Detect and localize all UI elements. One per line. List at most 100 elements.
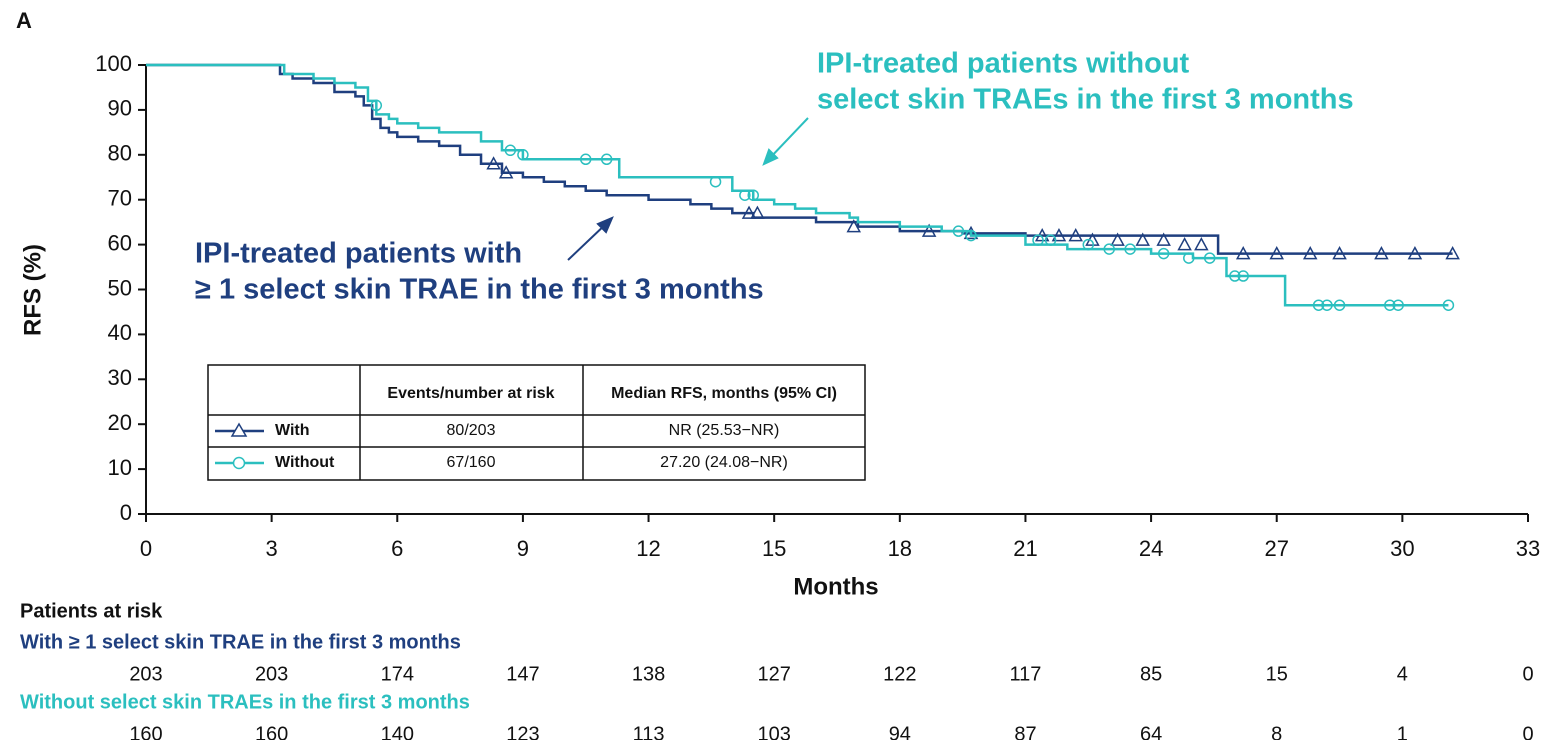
censor-mark bbox=[1237, 270, 1249, 282]
y-tick-label: 10 bbox=[108, 455, 132, 480]
risk-count: 4 bbox=[1397, 663, 1408, 685]
y-tick-label: 90 bbox=[108, 96, 132, 121]
censor-mark bbox=[709, 175, 722, 188]
x-tick-label: 33 bbox=[1516, 536, 1540, 561]
risk-count: 0 bbox=[1522, 723, 1533, 740]
censor-mark bbox=[1374, 246, 1389, 260]
legend-table bbox=[207, 364, 866, 481]
x-tick-label: 12 bbox=[636, 536, 660, 561]
censor-mark bbox=[846, 219, 862, 233]
censor-mark bbox=[1392, 299, 1404, 311]
censor-mark bbox=[1157, 247, 1170, 260]
risk-count: 140 bbox=[381, 723, 414, 740]
censor-mark bbox=[1032, 234, 1044, 246]
x-tick-label: 27 bbox=[1264, 536, 1288, 561]
censor-mark bbox=[517, 149, 529, 161]
table-events: 80/203 bbox=[447, 422, 496, 439]
x-tick-label: 0 bbox=[140, 536, 152, 561]
censor-mark bbox=[739, 189, 751, 201]
y-tick-label: 70 bbox=[108, 186, 132, 211]
censor-mark bbox=[747, 189, 759, 201]
censor-mark bbox=[486, 156, 501, 170]
risk-count: 203 bbox=[129, 663, 162, 685]
x-tick-label: 9 bbox=[517, 536, 529, 561]
censor-mark bbox=[965, 229, 977, 242]
risk-count: 123 bbox=[506, 723, 539, 740]
risk-count: 0 bbox=[1522, 663, 1533, 685]
censor-mark bbox=[1333, 299, 1346, 311]
censor-mark bbox=[1445, 246, 1460, 260]
censor-mark bbox=[1044, 234, 1057, 246]
x-axis-title: Months bbox=[793, 573, 878, 600]
km-curve bbox=[146, 63, 1453, 255]
y-tick-label: 80 bbox=[108, 141, 132, 166]
y-tick-label: 50 bbox=[108, 275, 132, 300]
censor-mark bbox=[1269, 246, 1284, 260]
risk-count: 113 bbox=[633, 723, 665, 740]
risk-count: 8 bbox=[1271, 723, 1282, 740]
risk-count: 174 bbox=[381, 663, 414, 685]
censor-mark bbox=[1082, 238, 1095, 251]
censor-mark bbox=[963, 225, 979, 240]
censor-mark bbox=[600, 153, 613, 166]
censor-mark bbox=[370, 99, 383, 112]
censor-mark bbox=[1302, 246, 1318, 260]
table-events: 67/160 bbox=[447, 454, 496, 471]
censor-mark bbox=[1332, 246, 1347, 260]
y-tick-label: 0 bbox=[120, 500, 132, 525]
censor-mark bbox=[952, 225, 965, 237]
censor-mark bbox=[1156, 232, 1171, 246]
x-tick-label: 3 bbox=[266, 536, 278, 561]
y-tick-label: 40 bbox=[108, 320, 132, 345]
censor-mark bbox=[1235, 246, 1251, 260]
censor-mark bbox=[921, 223, 937, 237]
censor-mark bbox=[1229, 270, 1241, 282]
legend-label: Without bbox=[275, 454, 335, 471]
censor-mark bbox=[750, 205, 765, 219]
risk-count: 147 bbox=[506, 663, 539, 685]
risk-label: Without select skin TRAEs in the first 3… bbox=[20, 691, 470, 713]
censor-mark bbox=[1194, 237, 1209, 251]
panel-label: A bbox=[16, 8, 32, 33]
x-tick-label: 18 bbox=[888, 536, 912, 561]
risk-count: 160 bbox=[255, 723, 288, 740]
arrow-without bbox=[567, 117, 809, 261]
censor-mark bbox=[579, 153, 592, 166]
x-tick-label: 24 bbox=[1139, 536, 1163, 561]
x-tick-label: 21 bbox=[1013, 536, 1037, 561]
y-tick-label: 100 bbox=[95, 51, 132, 76]
legend-marker bbox=[232, 456, 246, 470]
risk-title: Patients at risk bbox=[20, 600, 163, 622]
censor-mark bbox=[498, 165, 514, 179]
censor-mark bbox=[1103, 243, 1115, 255]
censor-mark bbox=[1068, 228, 1083, 242]
annotation: select skin TRAEs in the first 3 months bbox=[817, 84, 1354, 116]
censor-mark bbox=[1183, 252, 1195, 264]
risk-count: 127 bbox=[757, 663, 790, 685]
table-median: NR (25.53−NR) bbox=[669, 422, 780, 439]
risk-count: 94 bbox=[889, 723, 911, 740]
censor-mark bbox=[1384, 299, 1396, 311]
censor-mark bbox=[1177, 237, 1192, 251]
legend-marker bbox=[230, 422, 248, 437]
x-tick-label: 30 bbox=[1390, 536, 1414, 561]
censor-mark bbox=[1110, 232, 1125, 246]
censor-mark bbox=[741, 205, 757, 219]
x-tick-label: 6 bbox=[391, 536, 403, 561]
censor-mark bbox=[1124, 243, 1136, 255]
censor-mark bbox=[1321, 299, 1333, 311]
risk-count: 103 bbox=[757, 723, 790, 740]
censor-mark bbox=[1203, 252, 1216, 264]
risk-count: 138 bbox=[632, 663, 665, 685]
risk-count: 64 bbox=[1140, 723, 1162, 740]
table-header: Median RFS, months (95% CI) bbox=[611, 385, 837, 402]
y-tick-label: 20 bbox=[108, 410, 132, 435]
legend-label: With bbox=[275, 422, 310, 439]
risk-count: 87 bbox=[1014, 723, 1036, 740]
y-tick-label: 30 bbox=[108, 365, 132, 390]
censor-mark bbox=[504, 144, 517, 157]
risk-count: 122 bbox=[883, 663, 916, 685]
x-tick-label: 15 bbox=[762, 536, 786, 561]
censor-mark bbox=[1442, 299, 1455, 311]
